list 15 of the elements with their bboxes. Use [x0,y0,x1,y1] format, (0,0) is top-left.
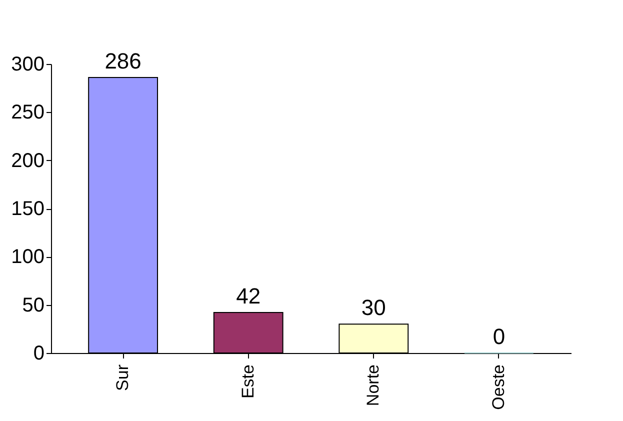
data-label: 42 [236,284,261,309]
data-label: 30 [361,295,386,320]
y-tick-label: 0 [33,342,44,364]
y-tick-label: 150 [11,198,44,220]
y-tick-label: 250 [11,102,44,124]
y-tick-label: 100 [11,246,44,268]
y-tick-label: 50 [22,294,44,316]
x-tick-label: Norte [364,364,383,406]
x-tick-label: Oeste [488,364,508,410]
data-label: 286 [104,48,142,74]
y-tick-label: 300 [11,54,44,76]
x-tick-label: Sur [113,364,132,391]
x-tick-label: Este [238,364,258,399]
data-label: 0 [492,324,506,349]
y-tick-label: 200 [11,150,44,172]
